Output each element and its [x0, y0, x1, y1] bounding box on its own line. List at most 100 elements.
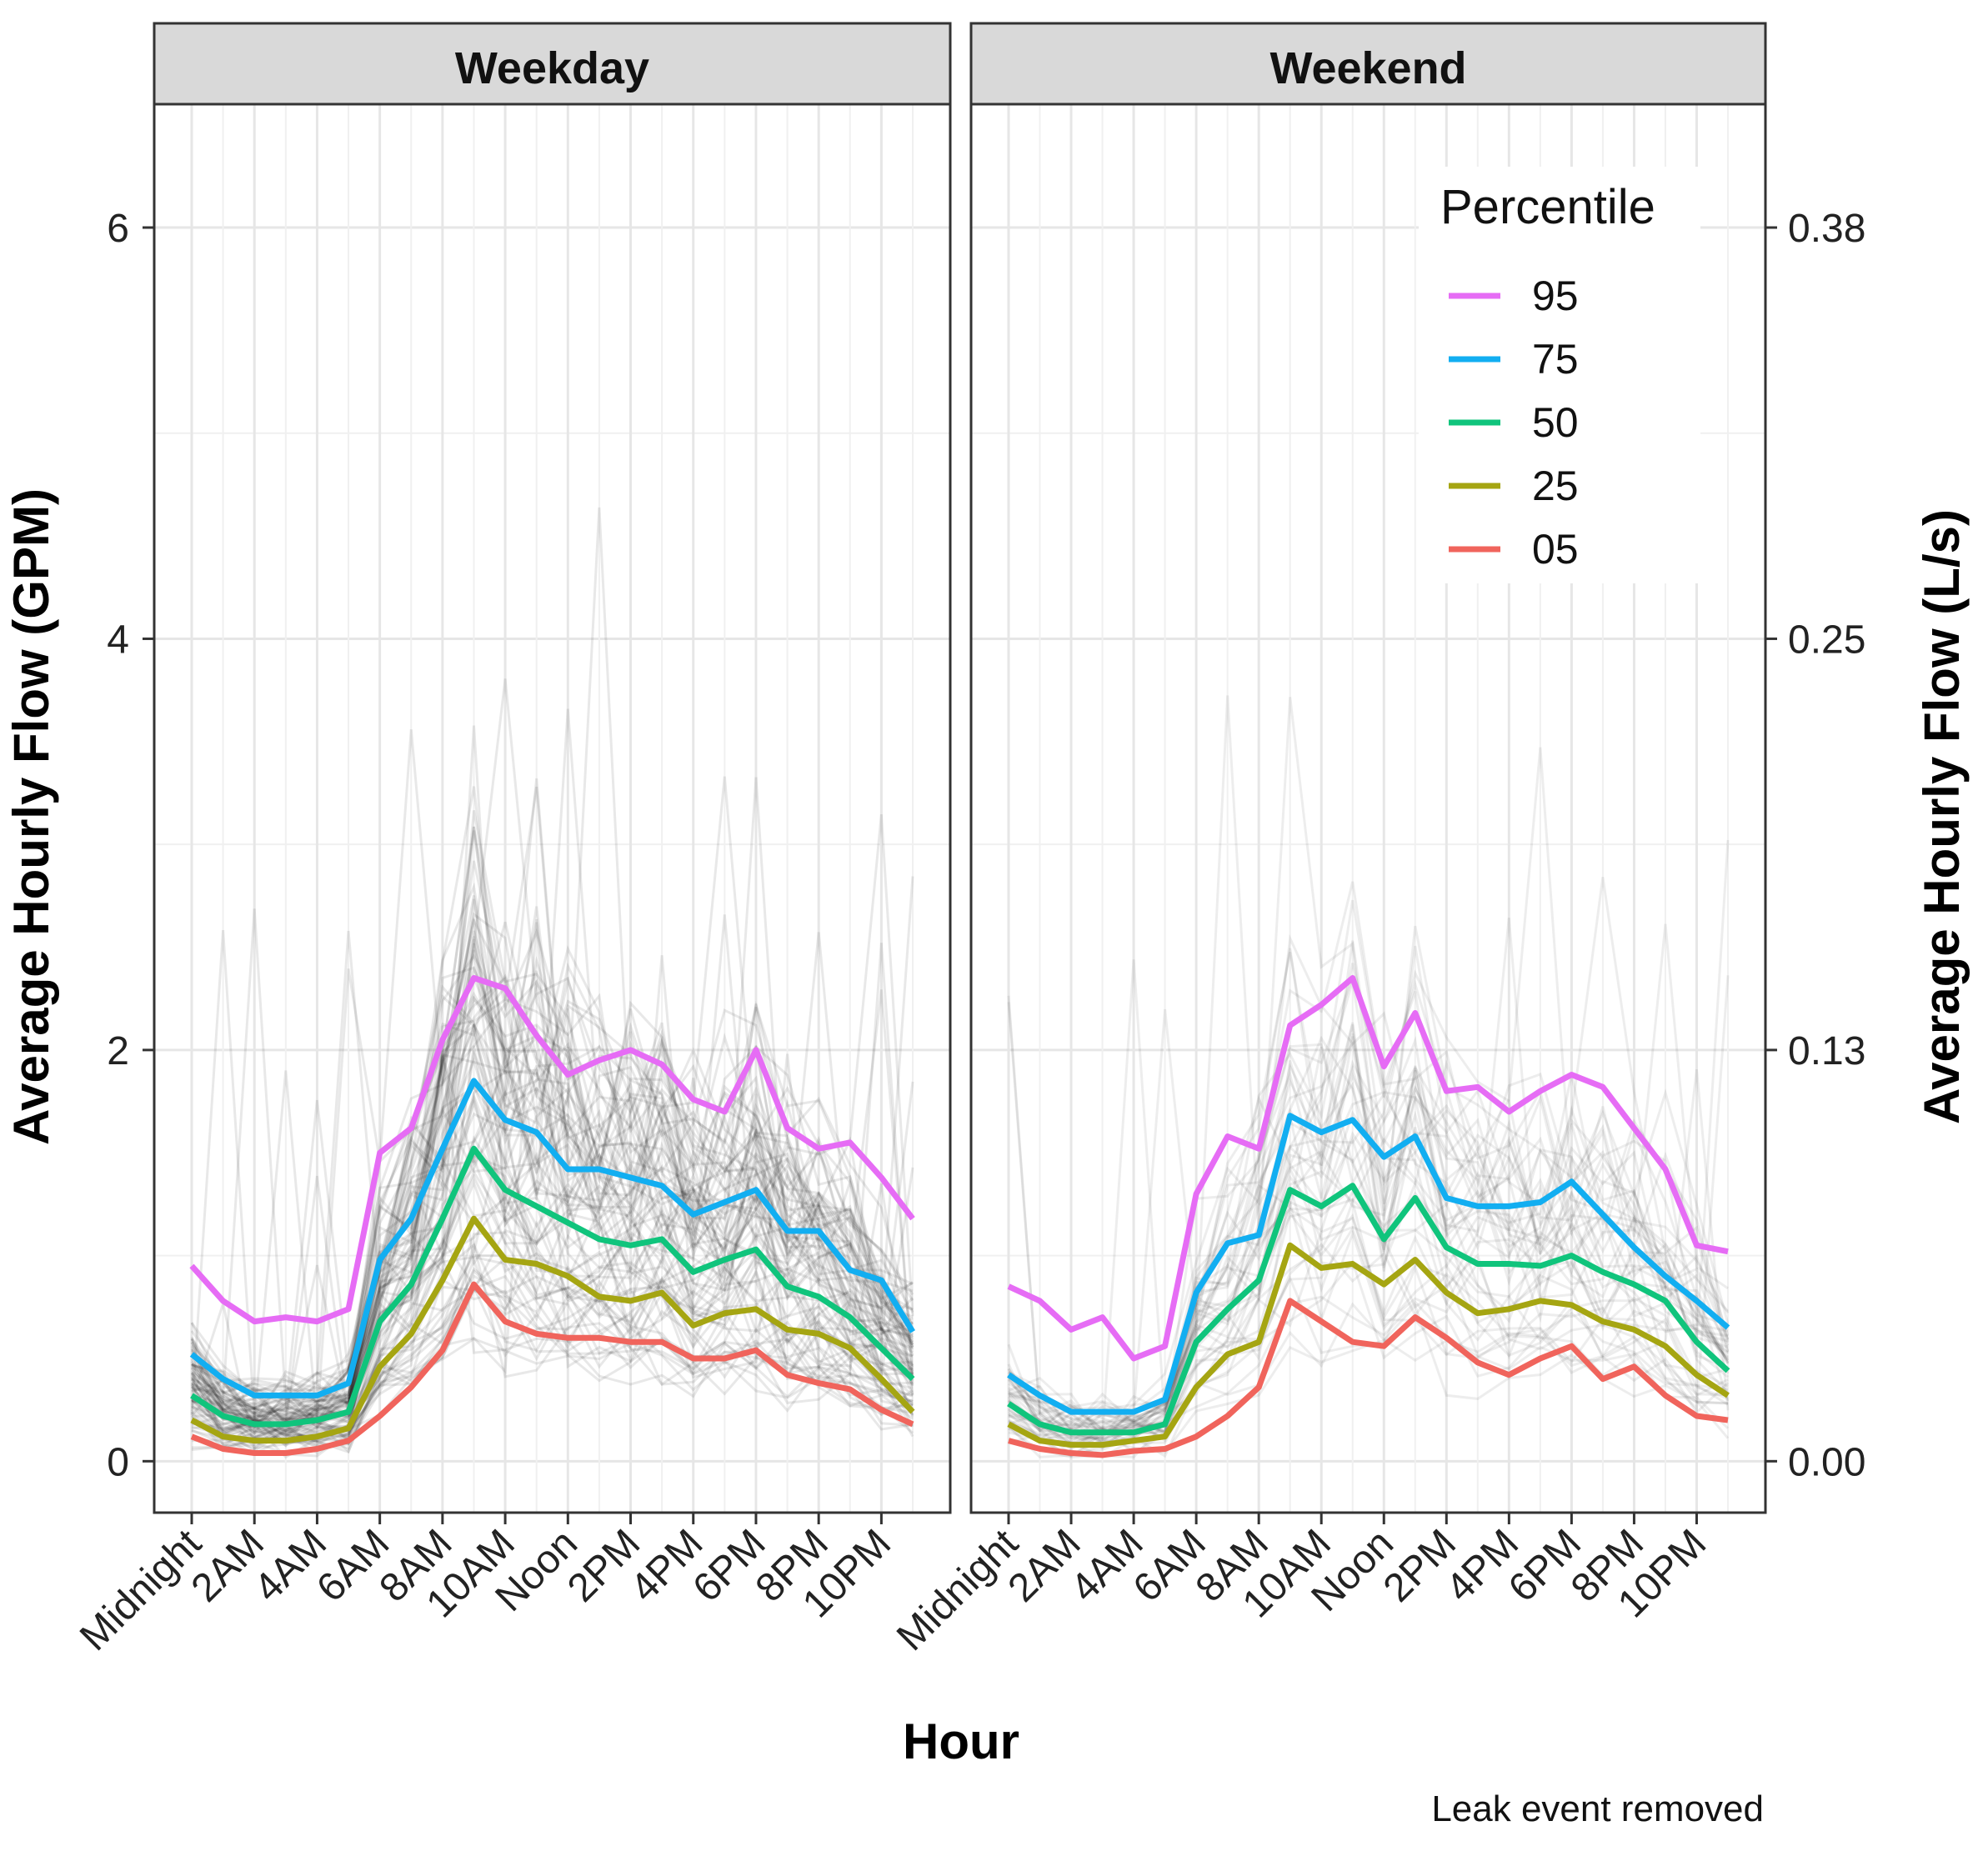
individual-trace — [191, 1254, 914, 1440]
y-axis-secondary-title: Average Hourly Flow (L/s) — [1914, 509, 1970, 1124]
individual-trace — [1008, 1085, 1730, 1438]
individual-trace — [1007, 1036, 1730, 1429]
individual-trace — [191, 830, 914, 1420]
legend-label: 05 — [1532, 526, 1579, 573]
individual-trace — [190, 918, 914, 1426]
individual-trace — [190, 1122, 914, 1445]
individual-trace — [190, 966, 914, 1433]
individual-trace — [190, 725, 914, 1447]
individual-trace — [1007, 1136, 1729, 1443]
x-axis-title: Hour — [903, 1713, 1019, 1769]
series-line-p50 — [1007, 1183, 1730, 1436]
individual-trace — [190, 949, 914, 1414]
individual-trace — [191, 955, 914, 1441]
panel-strip — [969, 22, 1767, 106]
individual-trace — [191, 1257, 914, 1447]
individual-trace — [190, 991, 914, 1433]
individual-trace — [190, 932, 914, 1428]
panel-strip — [153, 22, 952, 106]
caption: Leak event removed — [1431, 1788, 1764, 1829]
individual-trace — [1008, 1070, 1729, 1433]
legend-item-p95: 95 — [1449, 273, 1579, 319]
individual-trace — [1008, 1033, 1730, 1438]
individual-trace — [1008, 1069, 1730, 1445]
y-tick-label: 6 — [107, 207, 129, 251]
series-line-p75 — [1007, 1113, 1730, 1415]
series-line-p95 — [1007, 975, 1729, 1362]
legend-label: 95 — [1532, 273, 1579, 319]
legend-label: 75 — [1532, 336, 1579, 383]
individual-trace — [191, 826, 914, 1403]
individual-trace — [190, 786, 914, 1412]
y2-tick-label: 0.25 — [1788, 618, 1865, 662]
individual-trace — [1008, 1186, 1729, 1443]
individual-trace — [1007, 881, 1730, 1432]
panel-weekday: WeekdayMidnight2AM4AM6AM8AM10AMNoon2PM4P… — [72, 22, 952, 1659]
individual-trace — [191, 1289, 914, 1443]
individual-trace — [190, 1054, 914, 1458]
individual-trace — [1008, 747, 1730, 1445]
y-tick-label: 0 — [107, 1440, 129, 1484]
individual-trace — [190, 1179, 914, 1452]
panel-border — [969, 103, 1767, 1514]
y2-tick-label: 0.00 — [1788, 1440, 1865, 1484]
series-line-p05 — [190, 1281, 914, 1456]
series-line-p25 — [190, 1215, 915, 1444]
series-line-p25 — [1007, 1242, 1730, 1448]
y-axis-title: Average Hourly Flow (GPM) — [3, 488, 59, 1145]
individual-trace — [1007, 899, 1729, 1436]
individual-trace — [1007, 1118, 1730, 1445]
legend-label: 50 — [1532, 399, 1579, 446]
legend-item-p50: 50 — [1449, 399, 1579, 446]
individual-trace — [190, 979, 914, 1409]
individual-trace — [191, 1086, 914, 1423]
panel-title: Weekend — [1269, 43, 1466, 93]
individual-trace — [1007, 1115, 1729, 1443]
individual-trace — [191, 995, 914, 1410]
individual-trace — [191, 918, 914, 1448]
individual-trace — [191, 882, 914, 1424]
individual-trace — [1007, 1036, 1730, 1435]
individual-trace — [191, 1019, 914, 1438]
legend-items: 95 75 50 25 05 — [1449, 273, 1579, 573]
panel-title: Weekday — [455, 43, 649, 93]
y2-tick-label: 0.38 — [1788, 207, 1865, 251]
individual-trace — [190, 1156, 914, 1444]
individual-trace — [191, 984, 914, 1426]
y2-tick-label: 0.13 — [1788, 1029, 1865, 1073]
percentile-series — [1007, 975, 1730, 1458]
individual-trace — [190, 507, 914, 1407]
series-line-p50 — [190, 1145, 915, 1428]
y-tick-label: 2 — [107, 1029, 129, 1073]
percentile-series — [189, 975, 915, 1456]
individual-trace — [190, 953, 914, 1425]
legend-item-p25: 25 — [1449, 463, 1579, 509]
panels-layer: WeekdayMidnight2AM4AM6AM8AM10AMNoon2PM4P… — [72, 22, 1767, 1659]
legend-item-p05: 05 — [1449, 526, 1579, 573]
individual-trace — [191, 810, 914, 1408]
individual-trace — [191, 1154, 914, 1425]
legend-item-p75: 75 — [1449, 336, 1579, 383]
secondary-y-axis: 0.00 0.13 0.25 0.38 — [1765, 207, 1865, 1484]
individual-trace — [191, 1265, 914, 1448]
individual-trace — [1008, 973, 1730, 1441]
individual-trace — [1008, 1165, 1730, 1430]
x-tick-label: Midnight — [72, 1521, 210, 1659]
individual-trace — [191, 1143, 914, 1439]
legend-label: 25 — [1532, 463, 1579, 509]
legend: Percentile 95 75 50 25 05 — [1419, 167, 1700, 583]
individual-trace — [1008, 1063, 1729, 1424]
series-line-p05 — [1008, 1298, 1729, 1458]
individual-trace — [191, 1130, 914, 1437]
individual-trace — [191, 708, 914, 1428]
series-line-p75 — [189, 1078, 915, 1398]
individual-trace — [191, 930, 914, 1392]
individual-trace — [190, 678, 914, 1433]
individual-trace — [190, 1023, 914, 1422]
individual-trace — [191, 1070, 914, 1426]
individual-trace — [190, 1284, 914, 1451]
x-tick-label: Midnight — [889, 1521, 1027, 1659]
individual-trace — [190, 898, 914, 1429]
individual-trace — [1008, 1295, 1730, 1458]
